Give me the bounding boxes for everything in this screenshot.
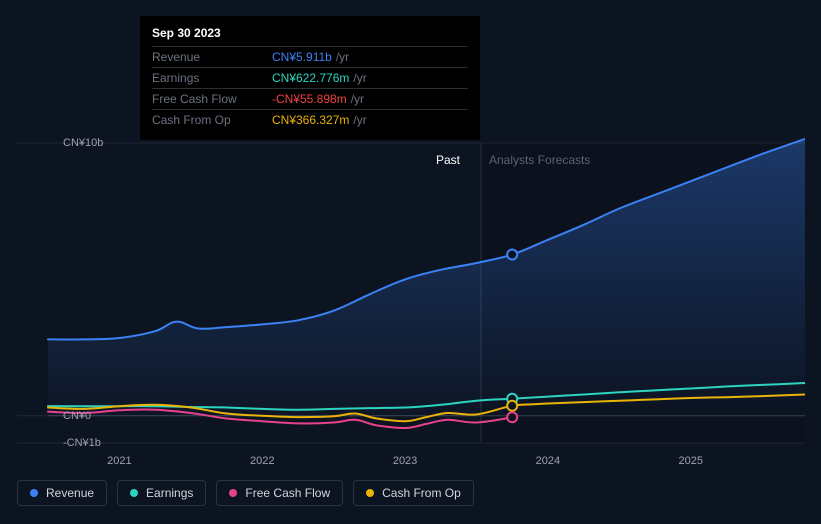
tooltip-row: Free Cash Flow-CN¥55.898m /yr	[152, 88, 468, 109]
x-axis-tick-label: 2024	[536, 455, 560, 467]
tooltip-row-label: Free Cash Flow	[152, 92, 272, 106]
legend-item-label: Cash From Op	[382, 486, 461, 500]
legend-item-label: Earnings	[146, 486, 193, 500]
section-label-past: Past	[436, 153, 460, 167]
legend-dot-icon	[130, 489, 138, 497]
chart-svg	[17, 125, 805, 449]
x-axis-tick-label: 2023	[393, 455, 417, 467]
legend-item-label: Free Cash Flow	[245, 486, 330, 500]
tooltip-row-label: Revenue	[152, 50, 272, 64]
tooltip-date: Sep 30 2023	[152, 26, 468, 46]
tooltip-row-unit: /yr	[353, 71, 366, 85]
series-marker-revenue	[507, 250, 517, 260]
tooltip-row-value: CN¥622.776m	[272, 71, 349, 85]
x-axis-tick-label: 2021	[107, 455, 131, 467]
chart-legend: Revenue Earnings Free Cash Flow Cash From O…	[17, 480, 474, 506]
legend-item-cashop[interactable]: Cash From Op	[353, 480, 474, 506]
tooltip-row-label: Earnings	[152, 71, 272, 85]
chart-tooltip: Sep 30 2023 RevenueCN¥5.911b /yrEarnings…	[140, 16, 480, 140]
financial-chart[interactable]: CN¥10bCN¥0-CN¥1b20212022202320242025Past…	[17, 125, 805, 449]
series-marker-cashop	[507, 401, 517, 411]
tooltip-row-value: -CN¥55.898m	[272, 92, 347, 106]
legend-dot-icon	[30, 489, 38, 497]
tooltip-row-unit: /yr	[351, 92, 364, 106]
legend-item-fcf[interactable]: Free Cash Flow	[216, 480, 343, 506]
legend-dot-icon	[229, 489, 237, 497]
tooltip-row-value: CN¥5.911b	[272, 50, 332, 64]
section-label-forecast: Analysts Forecasts	[489, 153, 590, 167]
tooltip-row: RevenueCN¥5.911b /yr	[152, 46, 468, 67]
legend-item-label: Revenue	[46, 486, 94, 500]
x-axis-tick-label: 2022	[250, 455, 274, 467]
x-axis-tick-label: 2025	[678, 455, 702, 467]
tooltip-row: EarningsCN¥622.776m /yr	[152, 67, 468, 88]
legend-item-revenue[interactable]: Revenue	[17, 480, 107, 506]
tooltip-row-unit: /yr	[336, 50, 349, 64]
series-marker-fcf	[507, 412, 517, 422]
legend-item-earnings[interactable]: Earnings	[117, 480, 206, 506]
legend-dot-icon	[366, 489, 374, 497]
